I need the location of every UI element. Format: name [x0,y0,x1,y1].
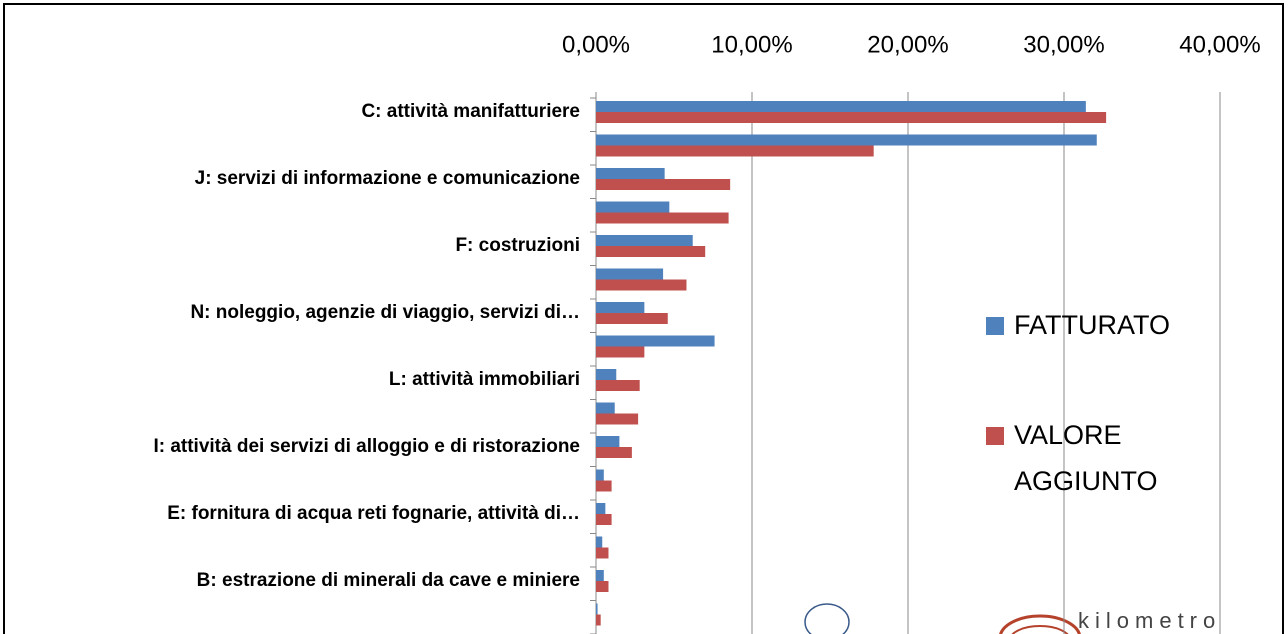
legend-swatch [986,427,1004,445]
bar [596,413,639,425]
y-tick-label: J: servizi di informazione e comunicazio… [195,168,580,189]
bar [596,402,615,414]
x-tick-label: 40,00% [1179,31,1260,58]
y-tick-label: E: fornitura di acqua reti fognarie, att… [167,503,580,524]
bar [596,514,612,525]
bar [596,212,729,224]
bar [596,302,645,313]
bar [596,268,664,280]
legend-label: FATTURATO [1014,310,1171,340]
bar [596,369,617,380]
x-tick-label: 0,00% [562,31,630,58]
y-tick-label: I: attività dei servizi di alloggio e di… [153,436,580,457]
bar [596,614,601,626]
logo: kilometro [804,603,1221,634]
bar [596,503,606,514]
legend-swatch [986,317,1004,335]
logo-text: kilometro [1078,608,1221,633]
bar [596,335,715,347]
bar [596,436,620,447]
y-tick-label: L: attività immobiliari [389,369,580,390]
bar [596,134,1097,146]
bar [596,480,612,492]
bar [596,246,706,257]
bar [596,581,609,592]
bar [596,313,668,324]
bar [596,279,687,291]
bar [596,168,665,179]
x-tick-label: 30,00% [1023,31,1104,58]
bar [596,469,604,481]
bar [596,603,598,615]
bar [596,346,645,358]
bar [596,201,670,213]
bar [596,447,632,458]
bar [596,547,609,559]
y-tick-label: C: attività manifatturiere [361,101,580,122]
bar [596,380,640,391]
bar [596,145,874,157]
x-tick-label: 10,00% [711,31,792,58]
bar [596,536,603,548]
bar [596,112,1107,123]
x-tick-label: 20,00% [867,31,948,58]
y-tick-label: F: costruzioni [455,235,580,256]
bar [596,570,604,581]
bar [596,101,1086,112]
bar [596,179,731,190]
y-tick-label: N: noleggio, agenzie di viaggio, servizi… [190,302,580,323]
bar [596,235,693,246]
legend-label: VALORE AGGIUNTO [1014,420,1158,496]
y-tick-label: B: estrazione di minerali da cave e mini… [197,570,580,591]
frame [3,3,1284,634]
